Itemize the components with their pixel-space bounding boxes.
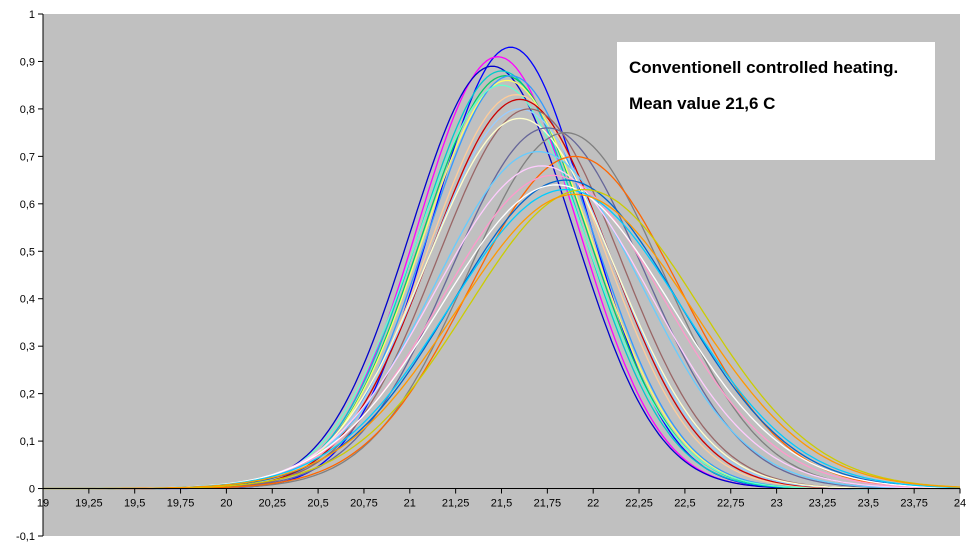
y-tick-label: 0,4	[20, 294, 35, 306]
x-tick-label: 21,5	[491, 498, 512, 510]
x-tick-label: 19,75	[167, 498, 195, 510]
x-tick-label: 23	[770, 498, 782, 510]
x-tick-label: 19,25	[75, 498, 103, 510]
annotation-line-2: Mean value 21,6 C	[629, 94, 776, 113]
y-tick-label: 0,5	[20, 246, 35, 258]
x-tick-label: 21,25	[442, 498, 470, 510]
y-tick-label: 0,1	[20, 436, 35, 448]
x-tick-label: 23,5	[858, 498, 879, 510]
y-tick-label: 0,7	[20, 151, 35, 163]
x-tick-label: 20,25	[258, 498, 286, 510]
x-tick-label: 24	[954, 498, 966, 510]
y-tick-label: -0,1	[16, 531, 35, 542]
x-tick-label: 19	[37, 498, 49, 510]
x-tick-label: 20	[220, 498, 232, 510]
y-tick-label: 1	[29, 9, 35, 21]
annotation-line-1: Conventionell controlled heating.	[629, 58, 899, 77]
x-tick-label: 20,75	[350, 498, 378, 510]
annotation-box: Conventionell controlled heating. Mean v…	[617, 42, 935, 160]
y-tick-label: 0,3	[20, 341, 35, 353]
x-tick-label: 20,5	[307, 498, 328, 510]
y-tick-label: 0,2	[20, 389, 35, 401]
y-tick-label: 0	[29, 484, 35, 496]
x-tick-label: 21,75	[534, 498, 562, 510]
x-tick-label: 22,25	[625, 498, 653, 510]
axes-layer: -0,1 0 0,1 0,2 0,3 0,4 0,5 0,6 0,7 0,8 0,9 1 19 19,25…	[16, 9, 966, 542]
series-line-24	[43, 193, 961, 490]
x-tick-label: 23,25	[809, 498, 837, 510]
y-tick-label: 0,6	[20, 199, 35, 211]
series-layer	[43, 46, 961, 490]
x-tick-label: 22	[587, 498, 599, 510]
y-tick-label: 0,8	[20, 104, 35, 116]
x-tick-label: 22,5	[674, 498, 695, 510]
x-tick-label: 23,75	[900, 498, 928, 510]
x-tick-label: 21	[404, 498, 416, 510]
x-tick-label: 22,75	[717, 498, 745, 510]
x-tick-label: 19,5	[124, 498, 145, 510]
y-tick-label: 0,9	[20, 56, 35, 68]
